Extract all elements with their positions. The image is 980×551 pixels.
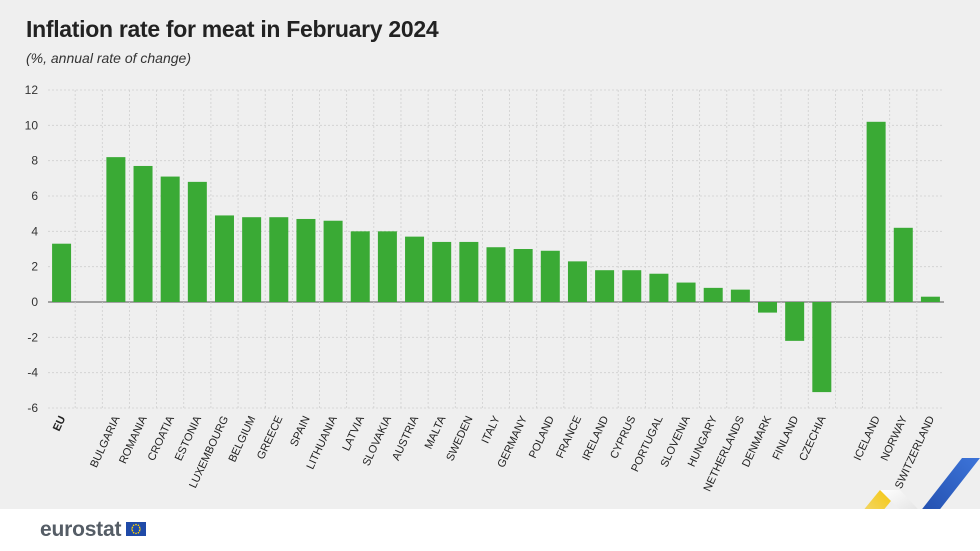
bar-slovakia	[377, 231, 397, 302]
bar-estonia	[187, 181, 207, 302]
bar-austria	[405, 236, 425, 302]
x-tick-label: AUSTRIA	[390, 414, 421, 463]
grid-layer	[48, 89, 944, 409]
x-tick-label: FINLAND	[771, 414, 802, 462]
bar-slovenia	[676, 282, 696, 302]
x-tick-label: ITALY	[480, 414, 503, 446]
bar-norway	[893, 227, 913, 302]
x-tick-label: LATVIA	[340, 414, 367, 453]
x-tick-label: CYPRUS	[608, 414, 638, 461]
bar-spain	[296, 218, 316, 302]
chart-title: Inflation rate for meat in February 2024	[26, 16, 439, 42]
y-tick-label: 10	[25, 118, 39, 132]
x-tick-label: SWEDEN	[444, 414, 475, 463]
y-tick-label: 2	[31, 260, 38, 274]
y-tick-label: 0	[31, 295, 38, 309]
bar-switzerland	[920, 296, 940, 302]
bar-iceland	[866, 121, 886, 302]
y-tick-label: 4	[31, 224, 38, 238]
x-tick-label: ESTONIA	[173, 414, 204, 463]
x-tick-label: POLAND	[527, 414, 557, 460]
footer-bar	[0, 509, 980, 551]
bar-belgium	[242, 217, 262, 302]
x-tick-label: GREECE	[255, 414, 286, 461]
bar-malta	[432, 241, 452, 302]
y-tick-label: 12	[25, 83, 39, 97]
bar-lithuania	[323, 220, 343, 302]
bar-finland	[785, 302, 805, 341]
chart-subtitle: (%, annual rate of change)	[26, 50, 191, 66]
x-tick-label: SPAIN	[288, 414, 313, 448]
x-tick-label: CROATIA	[146, 414, 177, 463]
y-tick-label: -4	[27, 366, 38, 380]
x-tick-label: MALTA	[423, 414, 449, 451]
x-tick-label: EU	[51, 414, 68, 433]
x-tick-label: BELGIUM	[227, 414, 259, 464]
bar-netherlands	[730, 289, 750, 302]
bar-ireland	[595, 270, 615, 302]
bar-denmark	[758, 302, 778, 313]
y-tick-label: -6	[27, 401, 38, 415]
x-tick-label: FRANCE	[554, 414, 584, 460]
bar-romania	[133, 165, 153, 302]
bar-czechia	[812, 302, 832, 393]
bar-germany	[513, 249, 533, 302]
y-tick-label: -2	[27, 330, 38, 344]
bar-poland	[540, 250, 560, 302]
bar-latvia	[350, 231, 370, 302]
bar-layer	[52, 121, 940, 393]
bar-greece	[269, 217, 289, 302]
bar-hungary	[703, 287, 723, 302]
bar-croatia	[160, 176, 180, 302]
eu-flag-icon	[126, 522, 146, 536]
bar-italy	[486, 247, 506, 302]
bar-eu	[52, 243, 72, 302]
bar-france	[567, 261, 587, 302]
y-tick-label: 8	[31, 154, 38, 168]
bar-portugal	[649, 273, 669, 302]
y-tick-label: 6	[31, 189, 38, 203]
eurostat-logo: eurostat	[40, 518, 122, 541]
x-tick-label: IRELAND	[580, 414, 611, 462]
bar-cyprus	[622, 270, 642, 302]
bar-luxembourg	[214, 215, 234, 302]
bar-bulgaria	[106, 157, 126, 302]
bar-sweden	[459, 241, 479, 302]
